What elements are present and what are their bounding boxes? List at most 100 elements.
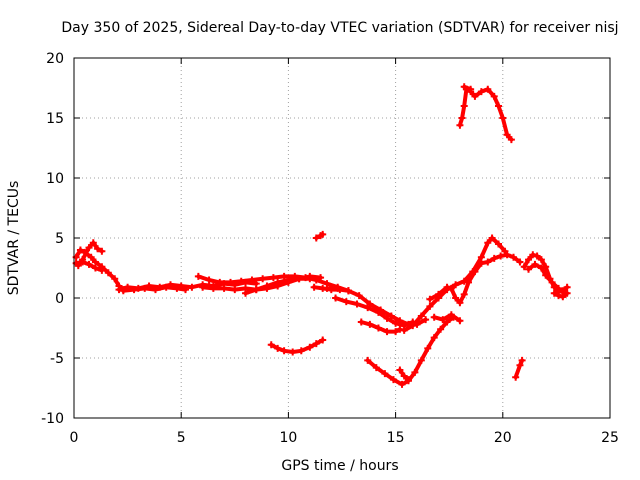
data-point-marker	[497, 252, 505, 260]
data-point-marker	[392, 319, 400, 327]
data-point-marker	[424, 344, 432, 352]
data-point-marker	[387, 312, 395, 320]
data-point-marker	[252, 286, 260, 294]
data-point-marker	[289, 348, 297, 356]
x-axis-label: GPS time / hours	[281, 458, 398, 474]
series-arc-22	[512, 356, 526, 381]
data-point-marker	[484, 85, 492, 93]
data-point-marker	[319, 336, 327, 344]
x-tick-label: 10	[279, 430, 297, 446]
data-point-marker	[220, 284, 228, 292]
data-point-marker	[383, 328, 391, 336]
data-point-marker	[510, 253, 518, 261]
data-point-marker	[456, 121, 464, 129]
data-point-marker	[91, 258, 99, 266]
data-point-marker	[400, 372, 408, 380]
chart-title: Day 350 of 2025, Sidereal Day-to-day VTE…	[61, 20, 618, 36]
data-point-marker	[383, 314, 391, 322]
data-point-marker	[467, 85, 475, 93]
data-point-marker	[312, 340, 320, 348]
data-point-marker	[531, 260, 539, 268]
data-point-marker	[460, 83, 468, 91]
data-point-marker	[306, 275, 314, 283]
data-point-marker	[503, 131, 511, 139]
data-point-marker	[537, 264, 545, 272]
x-tick-label: 0	[70, 430, 79, 446]
data-point-marker	[548, 278, 556, 286]
data-point-marker	[76, 246, 84, 254]
data-point-marker	[280, 272, 288, 280]
data-point-marker	[306, 343, 314, 351]
data-point-marker	[295, 275, 303, 283]
data-point-marker	[297, 347, 305, 355]
data-point-marker	[366, 320, 374, 328]
data-point-marker	[484, 239, 492, 247]
series-arc-5	[119, 283, 189, 295]
y-tick-label: 10	[46, 171, 64, 187]
data-point-marker	[79, 258, 87, 266]
data-point-marker	[411, 368, 419, 376]
data-point-marker	[87, 253, 95, 261]
data-point-marker	[104, 269, 112, 277]
data-point-marker	[181, 286, 189, 294]
data-point-marker	[409, 322, 417, 330]
data-point-marker	[563, 289, 571, 297]
data-point-marker	[162, 283, 170, 291]
data-point-marker	[434, 290, 442, 298]
data-point-marker	[417, 312, 425, 320]
data-point-marker	[495, 102, 503, 110]
series-arc-21	[460, 83, 475, 93]
data-point-marker	[417, 356, 425, 364]
data-point-marker	[274, 344, 282, 352]
data-point-marker	[426, 302, 434, 310]
data-point-marker	[312, 234, 320, 242]
data-point-marker	[216, 278, 224, 286]
data-point-marker	[499, 114, 507, 122]
data-point-marker	[449, 313, 457, 321]
data-point-marker	[398, 380, 406, 388]
series-arc-8	[242, 275, 314, 297]
data-point-marker	[342, 298, 350, 306]
data-point-marker	[516, 258, 524, 266]
data-point-marker	[512, 373, 520, 381]
data-point-marker	[400, 326, 408, 334]
data-point-marker	[563, 283, 571, 291]
data-point-marker	[188, 283, 196, 291]
data-point-marker	[456, 317, 464, 325]
data-point-marker	[471, 268, 479, 276]
data-point-marker	[130, 286, 138, 294]
x-tick-label: 15	[387, 430, 405, 446]
data-point-marker	[518, 356, 526, 364]
data-point-marker	[520, 263, 528, 271]
data-point-marker	[484, 258, 492, 266]
data-point-marker	[389, 376, 397, 384]
data-point-marker	[396, 325, 404, 333]
data-point-marker	[353, 300, 361, 308]
series-arc-13	[400, 234, 509, 334]
data-point-marker	[460, 102, 468, 110]
series-line	[74, 248, 126, 292]
data-point-marker	[525, 265, 533, 273]
data-point-marker	[151, 286, 159, 294]
data-point-marker	[91, 264, 99, 272]
data-point-marker	[452, 294, 460, 302]
data-point-marker	[119, 287, 127, 295]
data-point-marker	[452, 281, 460, 289]
y-tick-label: -10	[41, 411, 64, 427]
series-arc-12	[357, 318, 404, 336]
data-point-marker	[317, 274, 325, 282]
y-tick-label: 15	[46, 111, 64, 127]
series-arc-19	[312, 230, 327, 242]
data-point-marker	[357, 318, 365, 326]
data-point-marker	[332, 294, 340, 302]
data-point-marker	[525, 256, 533, 264]
data-point-marker	[263, 282, 271, 290]
data-point-marker	[542, 271, 550, 279]
data-point-marker	[437, 325, 445, 333]
data-point-marker	[284, 276, 292, 284]
data-point-marker	[98, 247, 106, 255]
data-point-marker	[89, 239, 97, 247]
data-point-marker	[372, 364, 380, 372]
data-point-marker	[422, 316, 430, 324]
series-arc-11	[332, 294, 417, 330]
